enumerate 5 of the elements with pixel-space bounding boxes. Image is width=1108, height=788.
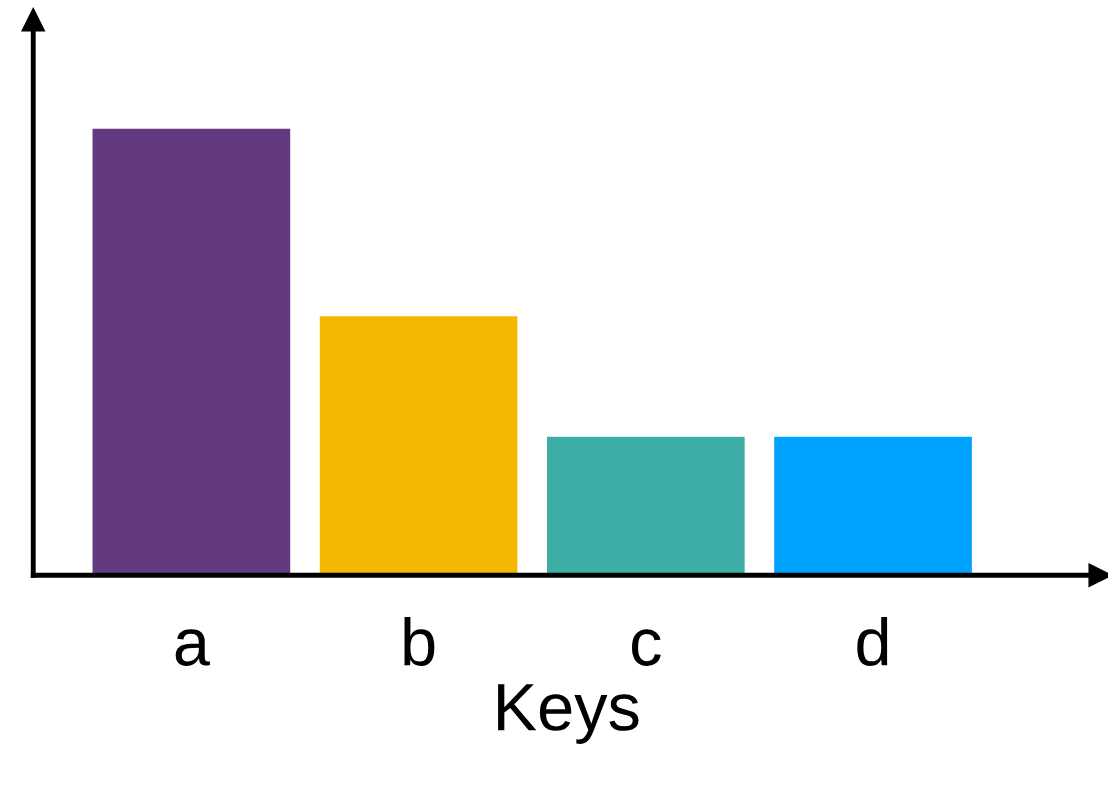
x-tick-label: a xyxy=(175,629,210,666)
x-axis-title: Keys xyxy=(498,684,639,744)
x-tick-label: d xyxy=(857,616,888,666)
x-tick-label: b xyxy=(404,616,435,666)
x-tick-label: c xyxy=(631,629,661,666)
